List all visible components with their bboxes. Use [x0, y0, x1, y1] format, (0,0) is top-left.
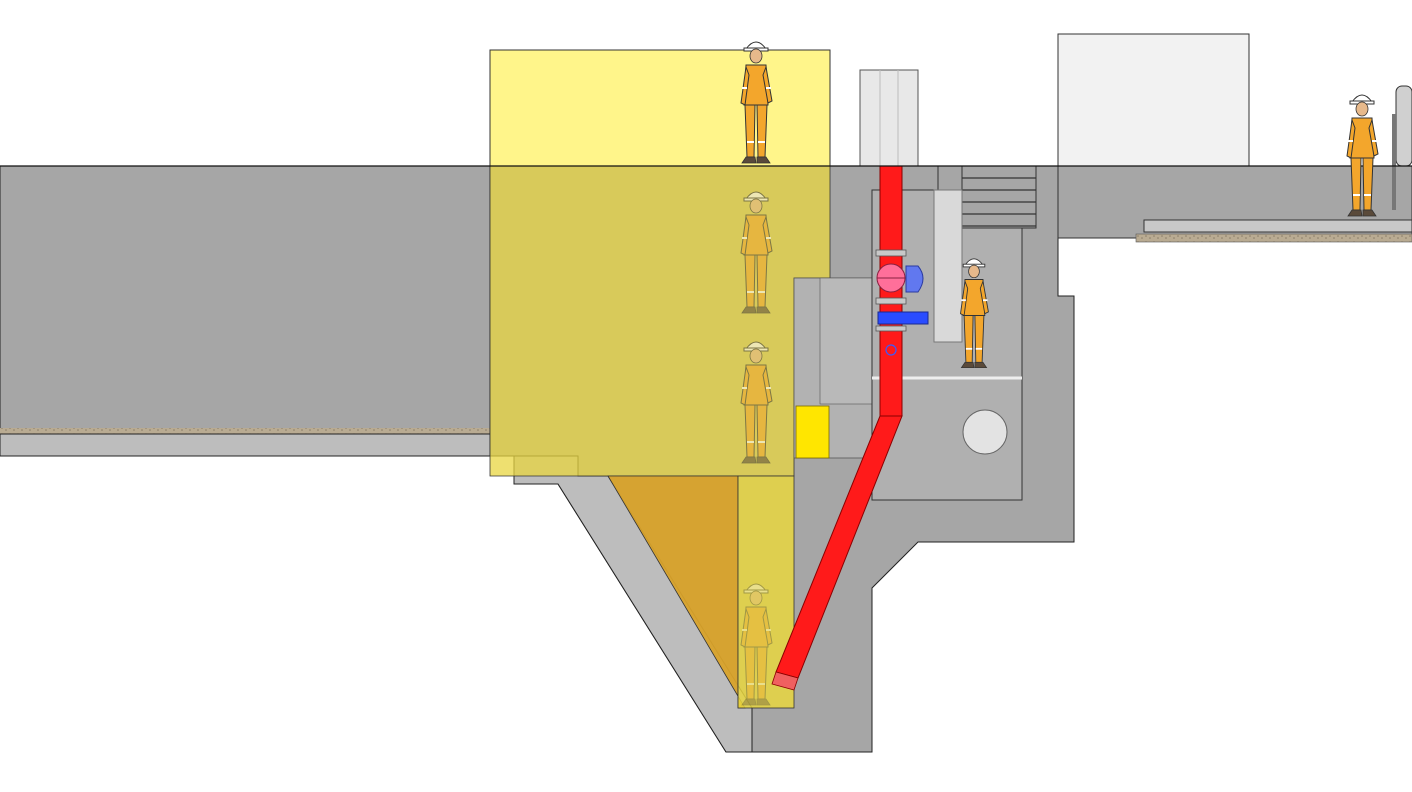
pad-right — [1143, 219, 1412, 233]
ground-gravel-strip — [0, 428, 578, 434]
gravel-right — [1135, 233, 1412, 243]
ground-left — [0, 165, 491, 431]
wall-penetration-opening — [962, 409, 1008, 455]
control-building — [1057, 33, 1250, 167]
gate-valve — [875, 249, 907, 305]
access-ladder-rungs — [962, 177, 1036, 227]
access-ladder-well — [961, 165, 1037, 229]
access-hatch-frame — [937, 165, 963, 191]
dry-well-cavity-lower — [819, 277, 873, 405]
access-zone-shaft — [489, 165, 831, 477]
access-zone-above — [489, 49, 831, 167]
level-marker — [795, 405, 830, 459]
valve-actuator — [905, 265, 924, 293]
vent-pipe-above-ground — [859, 69, 919, 167]
vent-pipe-in-chamber — [933, 189, 963, 343]
check-valve — [875, 311, 929, 356]
